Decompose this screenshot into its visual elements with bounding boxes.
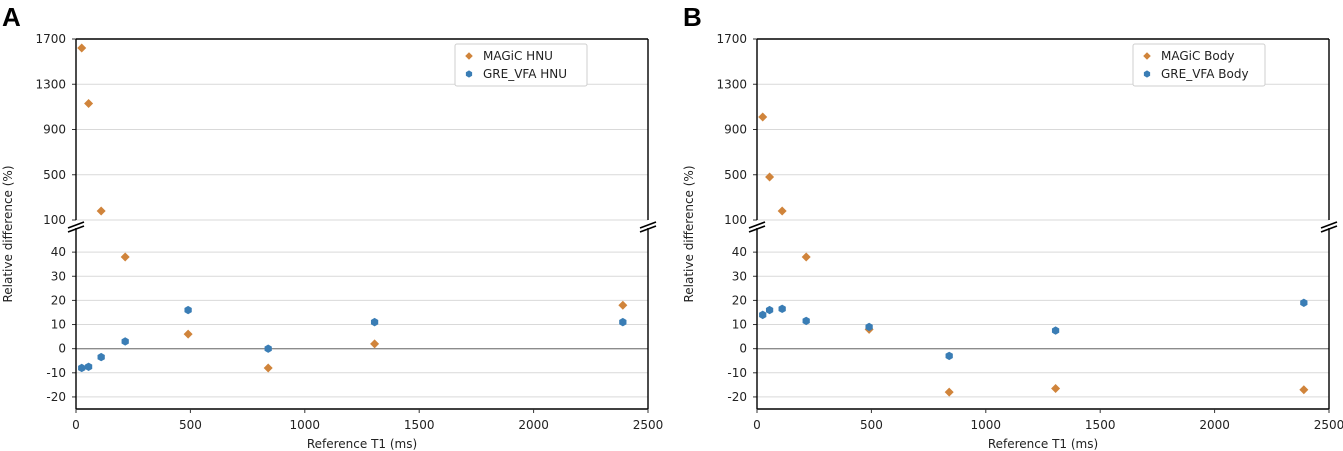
- y-tick-label: 40: [51, 245, 66, 259]
- data-point: [765, 305, 774, 315]
- y-tick-label: 900: [724, 123, 747, 137]
- y-tick-label: 30: [51, 269, 66, 283]
- data-point: [619, 317, 627, 327]
- axis-break-mark: [639, 221, 657, 229]
- data-point: [618, 300, 628, 310]
- y-tick-label: 100: [724, 213, 747, 227]
- data-point: [78, 363, 86, 373]
- y-tick-label: 30: [732, 269, 747, 283]
- y-tick-label: 900: [43, 123, 66, 137]
- x-tick-label: 2500: [633, 418, 664, 432]
- data-point: [1299, 385, 1309, 395]
- y-tick-label: -20: [46, 390, 66, 404]
- data-point: [184, 305, 192, 315]
- data-point: [97, 352, 105, 362]
- data-point: [865, 322, 873, 332]
- legend-marker: [1143, 70, 1151, 78]
- data-point: [777, 206, 787, 216]
- data-point: [77, 43, 87, 53]
- x-tick-label: 2000: [518, 418, 549, 432]
- x-axis-title: Reference T1 (ms): [988, 437, 1098, 451]
- y-tick-label: 20: [732, 293, 747, 307]
- legend-box: [454, 43, 588, 87]
- legend-label: GRE_VFA Body: [1161, 67, 1249, 81]
- y-tick-label: 1700: [716, 32, 747, 46]
- y-tick-label: 0: [739, 342, 747, 356]
- panel-label: B: [683, 2, 702, 32]
- data-point: [120, 252, 130, 262]
- x-tick-label: 1500: [404, 418, 435, 432]
- panel-a: A 100 500 900 1300 1700 -20 -10 0 10 20 30 40 0 500 100…: [1, 2, 663, 451]
- axis-break-mark: [748, 225, 766, 233]
- data-point: [84, 362, 93, 371]
- legend-marker: [465, 52, 473, 60]
- y-tick-label: 1300: [716, 77, 747, 91]
- y-tick-label: 20: [51, 293, 66, 307]
- panel-b: B 100 500 900 1300 1700 -20 -10 0 10 20 30 40 0 500 100…: [682, 2, 1343, 451]
- y-tick-label: 1700: [35, 32, 66, 46]
- x-tick-label: 1000: [290, 418, 321, 432]
- y-tick-label: 500: [724, 168, 747, 182]
- x-tick-label: 0: [72, 418, 80, 432]
- legend-box: [1132, 43, 1266, 87]
- data-point: [121, 337, 129, 346]
- data-point: [84, 98, 94, 108]
- data-point: [801, 252, 811, 262]
- data-point: [945, 351, 953, 361]
- axis-break-mark: [639, 225, 657, 233]
- x-tick-label: 2000: [1199, 418, 1230, 432]
- axis-break-mark: [1320, 221, 1338, 229]
- data-point: [370, 339, 380, 349]
- legend-marker: [1143, 52, 1151, 60]
- data-point: [944, 387, 954, 397]
- y-tick-label: 10: [51, 318, 66, 332]
- x-tick-label: 2500: [1314, 418, 1343, 432]
- y-axis-title: Relative difference (%): [682, 165, 696, 302]
- data-point: [759, 310, 767, 320]
- x-tick-label: 1000: [971, 418, 1002, 432]
- data-point: [778, 304, 786, 314]
- axis-break-mark: [67, 221, 85, 229]
- data-point: [1051, 326, 1060, 335]
- axis-break-mark: [748, 221, 766, 229]
- x-tick-label: 0: [753, 418, 761, 432]
- x-axis-title: Reference T1 (ms): [307, 437, 417, 451]
- y-tick-label: 10: [732, 318, 747, 332]
- y-tick-label: -10: [46, 366, 66, 380]
- legend-label: GRE_VFA HNU: [483, 67, 567, 81]
- y-tick-label: -20: [727, 390, 747, 404]
- y-tick-label: 40: [732, 245, 747, 259]
- data-point: [96, 206, 106, 216]
- x-tick-label: 500: [179, 418, 202, 432]
- data-point: [264, 344, 272, 353]
- y-tick-label: 1300: [35, 77, 66, 91]
- y-tick-label: 0: [58, 342, 66, 356]
- x-tick-label: 1500: [1085, 418, 1116, 432]
- y-tick-label: -10: [727, 366, 747, 380]
- axis-break-mark: [1320, 225, 1338, 233]
- legend-marker: [465, 70, 473, 78]
- data-point: [183, 329, 193, 339]
- y-tick-label: 100: [43, 213, 66, 227]
- axis-break-mark: [67, 225, 85, 233]
- legend-label: MAGiC Body: [1161, 49, 1234, 63]
- data-point: [1300, 298, 1308, 308]
- y-tick-label: 500: [43, 168, 66, 182]
- data-point: [370, 317, 379, 327]
- panel-label: A: [2, 2, 21, 32]
- y-axis-title: Relative difference (%): [1, 165, 15, 302]
- data-point: [765, 172, 775, 182]
- data-point: [1051, 383, 1061, 393]
- data-point: [263, 363, 273, 373]
- legend-label: MAGiC HNU: [483, 49, 553, 63]
- data-point: [758, 112, 768, 122]
- x-tick-label: 500: [860, 418, 883, 432]
- data-point: [802, 316, 810, 326]
